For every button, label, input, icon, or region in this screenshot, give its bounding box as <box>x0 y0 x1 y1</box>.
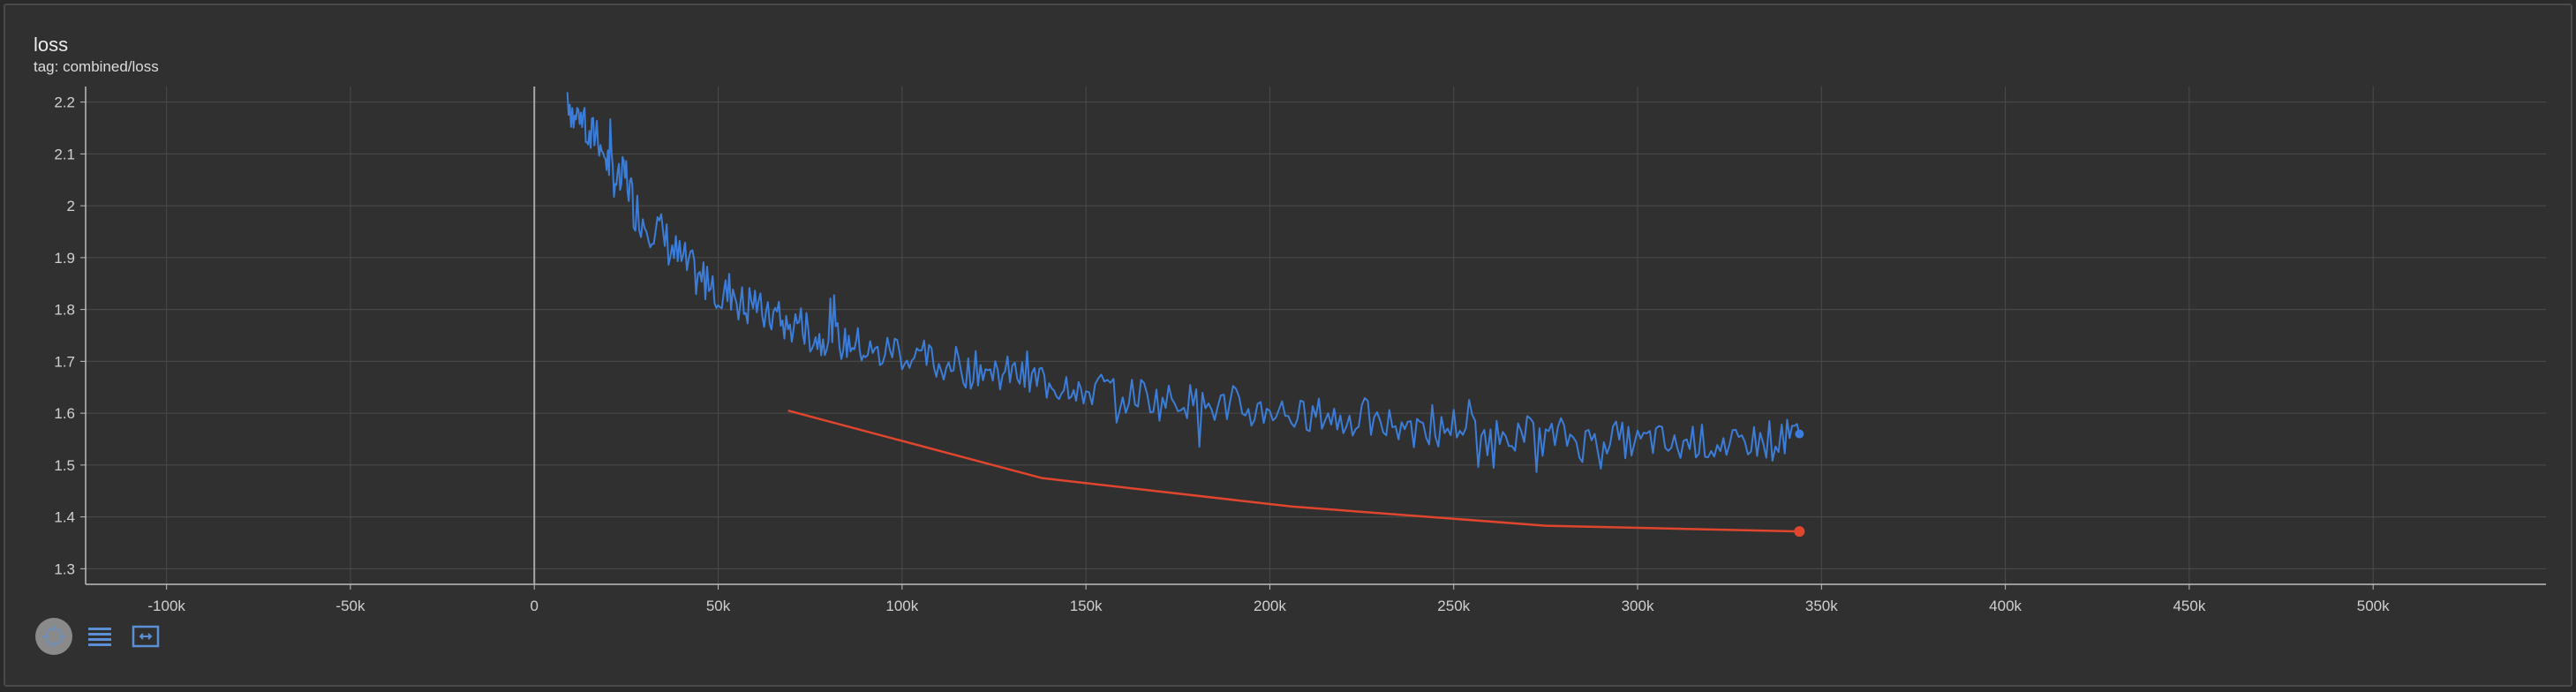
chart-toolbar <box>35 618 164 655</box>
chart-subtitle: tag: combined/loss <box>34 58 159 75</box>
series-point-blue-last <box>1795 429 1804 439</box>
x-tick-label: 450k <box>2173 598 2205 614</box>
x-tick-label: 250k <box>1437 598 1470 614</box>
fit-domain-button[interactable] <box>127 618 164 655</box>
chart-card: loss tag: combined/loss -100k -50k 0 50k 100… <box>4 4 2572 687</box>
fit-to-data-icon <box>132 625 160 648</box>
y-tick-label: 2.2 <box>54 94 75 111</box>
x-tick-label: 400k <box>1989 598 2022 614</box>
crosshair-icon <box>42 625 65 648</box>
series-point-red <box>1794 526 1805 538</box>
x-tick-label: 0 <box>531 598 539 614</box>
x-tick-label: 150k <box>1070 598 1103 614</box>
y-tick-label: 1.3 <box>54 560 75 577</box>
series-line-blue <box>566 92 1801 473</box>
loss-chart[interactable]: -100k -50k 0 50k 100k 150k 200k 250k 300k 350k 400… <box>5 5 2571 685</box>
x-tick-label: 300k <box>1622 598 1654 614</box>
crosshair-button[interactable] <box>35 618 72 655</box>
data-list-button[interactable] <box>81 618 118 655</box>
list-icon <box>88 628 111 646</box>
x-tick-label: 200k <box>1254 598 1286 614</box>
y-tick-label: 1.9 <box>54 250 75 267</box>
x-tick-label: 350k <box>1805 598 1838 614</box>
x-tick-label: 50k <box>706 598 731 614</box>
series-line-red <box>787 409 1800 533</box>
y-tick-label: 1.4 <box>54 509 75 526</box>
x-tick-label: -50k <box>335 598 365 614</box>
x-tick-label: 500k <box>2357 598 2390 614</box>
y-tick-label: 1.5 <box>54 457 75 474</box>
y-tick-label: 2.1 <box>54 146 75 162</box>
chart-title: loss <box>34 34 69 56</box>
x-tick-label: -100k <box>147 598 185 614</box>
x-tick-label: 100k <box>885 598 918 614</box>
y-tick-label: 1.8 <box>54 302 75 319</box>
y-tick-label: 1.7 <box>54 353 75 370</box>
y-tick-label: 2 <box>67 198 75 214</box>
y-tick-label: 1.6 <box>54 405 75 422</box>
